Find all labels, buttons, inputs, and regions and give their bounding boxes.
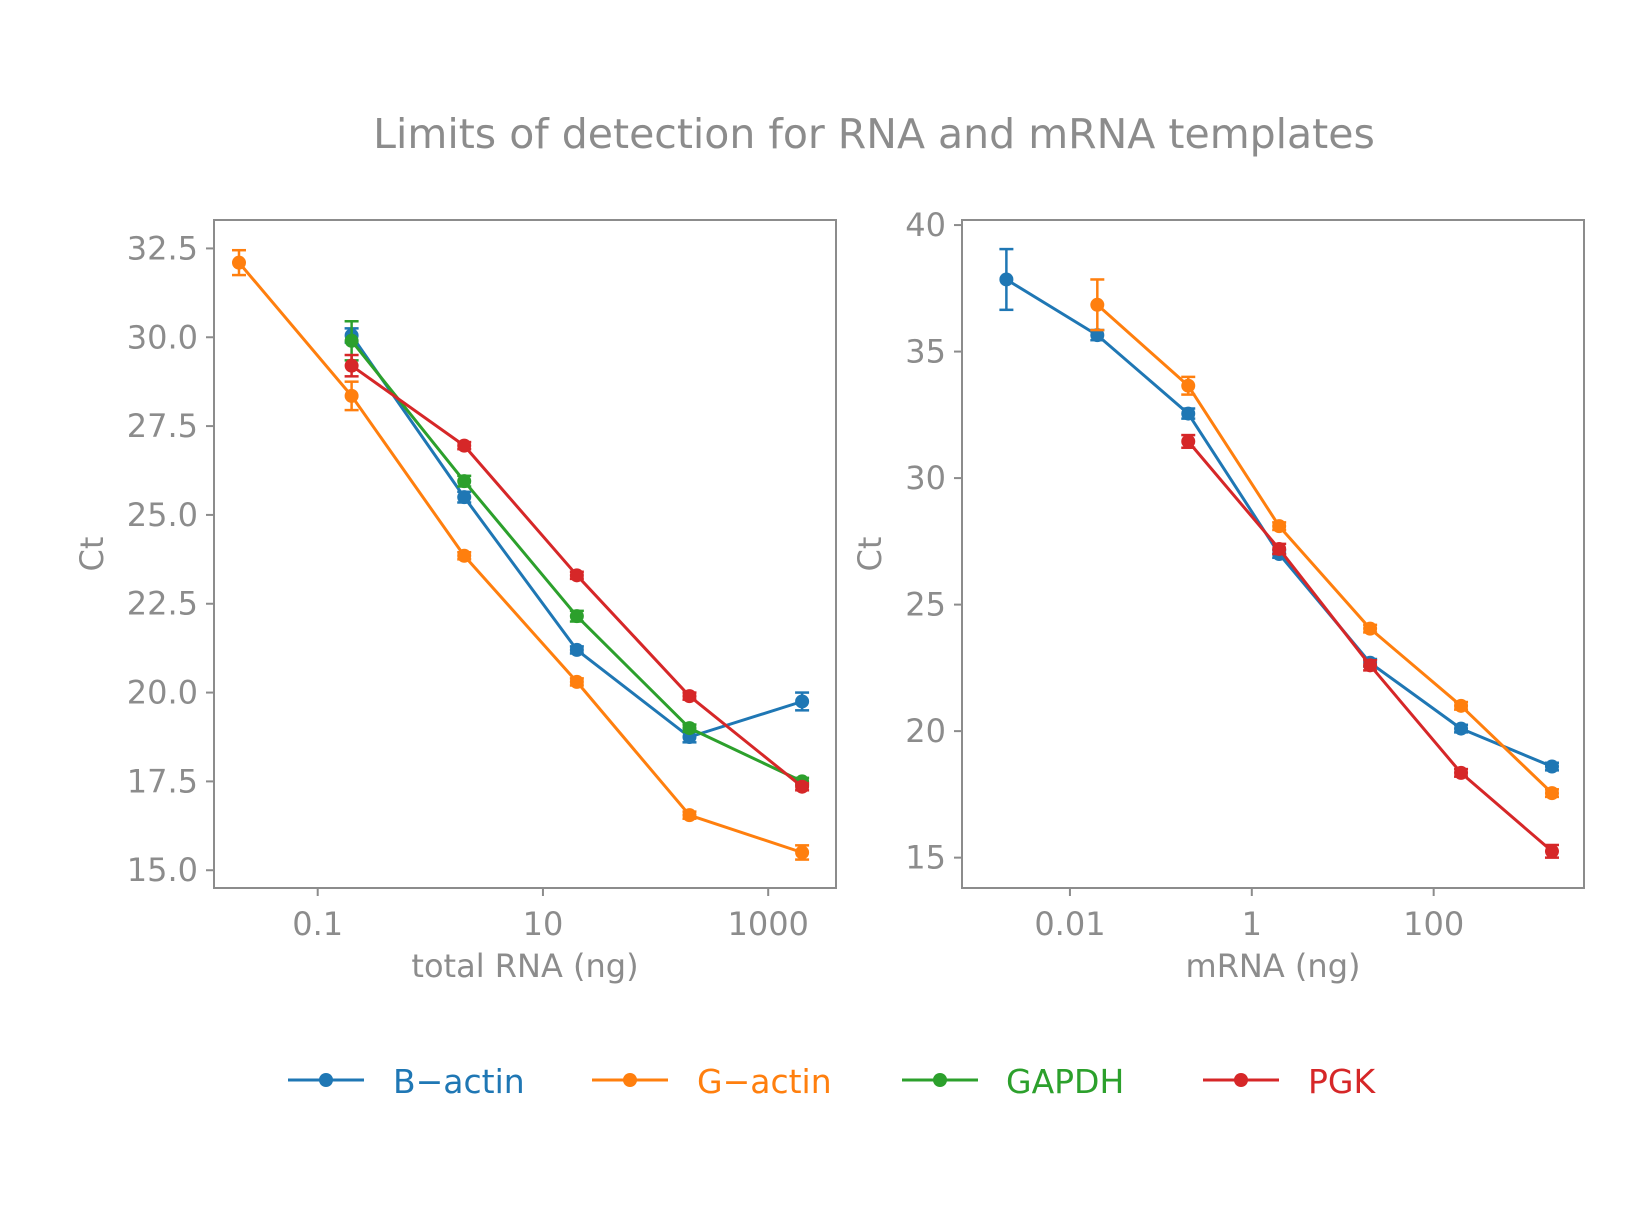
x-tick-label: 1000 xyxy=(727,905,808,943)
y-tick-label: 25.0 xyxy=(127,496,198,534)
series-gapdh xyxy=(344,320,810,789)
y-tick-label: 30.0 xyxy=(127,318,198,356)
y-axis-label: Ct xyxy=(73,537,111,572)
y-tick-label: 30 xyxy=(905,459,946,497)
data-point xyxy=(682,689,697,704)
data-point xyxy=(1181,434,1196,449)
series-line-pgk xyxy=(1187,440,1553,853)
plot-frame xyxy=(961,219,1585,889)
data-point xyxy=(457,548,472,563)
data-point xyxy=(457,474,472,489)
series-b-actin xyxy=(999,247,1559,774)
y-tick-label: 20.0 xyxy=(127,674,198,712)
data-point xyxy=(344,388,359,403)
data-point xyxy=(1454,721,1469,736)
data-point xyxy=(1544,786,1559,801)
x-tick-label: 0.01 xyxy=(1034,905,1105,943)
legend-item-pgk: PGK xyxy=(1203,1062,1376,1101)
y-axis-label: Ct xyxy=(851,537,889,572)
data-point xyxy=(682,721,697,736)
legend-item-gapdh: GAPDH xyxy=(902,1062,1124,1101)
total-rna-chart: 15.0 17.5 20.0 22.5 25.0 27.5 30.0 32.5 0.1 10 100… xyxy=(73,219,837,985)
data-point xyxy=(1181,378,1196,393)
data-point xyxy=(1544,844,1559,859)
x-tick-label: 10 xyxy=(523,905,564,943)
x-tick-label: 100 xyxy=(1403,905,1464,943)
data-point xyxy=(231,255,246,270)
data-point xyxy=(569,642,584,657)
data-point xyxy=(457,438,472,453)
data-point xyxy=(795,779,810,794)
legend-marker-b-actin xyxy=(319,1073,333,1087)
data-point xyxy=(569,674,584,689)
data-point xyxy=(682,808,697,823)
series-g-actin xyxy=(231,248,810,861)
y-tick-label: 25 xyxy=(905,586,946,624)
legend-label-pgk: PGK xyxy=(1308,1062,1376,1101)
series-g-actin xyxy=(1090,278,1559,801)
y-tick-label: 27.5 xyxy=(127,407,198,445)
data-point xyxy=(1454,698,1469,713)
legend-item-g-actin: G−actin xyxy=(592,1062,832,1101)
data-point xyxy=(457,490,472,505)
series-line-g-actin xyxy=(1096,303,1554,795)
legend-marker-pgk xyxy=(1234,1073,1248,1087)
data-point xyxy=(1454,765,1469,780)
mrna-chart: 15 20 25 30 35 40 0.01 1 100 mRNA (ng) Ct xyxy=(851,206,1585,985)
legend-label-b-actin: B−actin xyxy=(393,1062,525,1101)
data-point xyxy=(569,609,584,624)
x-tick-label: 0.1 xyxy=(292,905,343,943)
y-tick-label: 35 xyxy=(905,333,946,371)
data-point xyxy=(1272,541,1287,556)
y-tick-label: 32.5 xyxy=(127,229,198,267)
legend-marker-g-actin xyxy=(623,1073,637,1087)
data-point xyxy=(1272,519,1287,534)
legend-label-gapdh: GAPDH xyxy=(1006,1062,1124,1101)
series-line-gapdh xyxy=(350,339,803,783)
y-tick-label: 40 xyxy=(905,206,946,244)
y-tick-label: 15 xyxy=(905,839,946,877)
x-axis-label: total RNA (ng) xyxy=(411,947,638,985)
series-pgk xyxy=(344,353,810,794)
data-point xyxy=(344,358,359,373)
data-point xyxy=(1090,297,1105,312)
data-point xyxy=(1181,406,1196,421)
y-tick-label: 22.5 xyxy=(127,585,198,623)
figure-title: Limits of detection for RNA and mRNA tem… xyxy=(373,110,1375,158)
x-tick-label: 1 xyxy=(1242,905,1262,943)
data-point xyxy=(795,845,810,860)
legend-marker-gapdh xyxy=(933,1073,947,1087)
data-point xyxy=(569,568,584,583)
series-pgk xyxy=(1181,433,1559,859)
legend: B−actin G−actin GAPDH PGK xyxy=(288,1062,1376,1101)
data-point xyxy=(795,694,810,709)
x-axis-label: mRNA (ng) xyxy=(1186,947,1361,985)
legend-item-b-actin: B−actin xyxy=(288,1062,525,1101)
plot-frame xyxy=(213,219,837,889)
y-tick-label: 17.5 xyxy=(127,762,198,800)
data-point xyxy=(1363,621,1378,636)
legend-label-g-actin: G−actin xyxy=(697,1062,832,1101)
data-point xyxy=(1544,759,1559,774)
data-point xyxy=(344,333,359,348)
series-line-g-actin xyxy=(237,261,803,854)
data-point xyxy=(999,272,1014,287)
y-tick-label: 15.0 xyxy=(127,851,198,889)
data-point xyxy=(1090,328,1105,343)
y-tick-label: 20 xyxy=(905,712,946,750)
data-point xyxy=(1363,658,1378,673)
